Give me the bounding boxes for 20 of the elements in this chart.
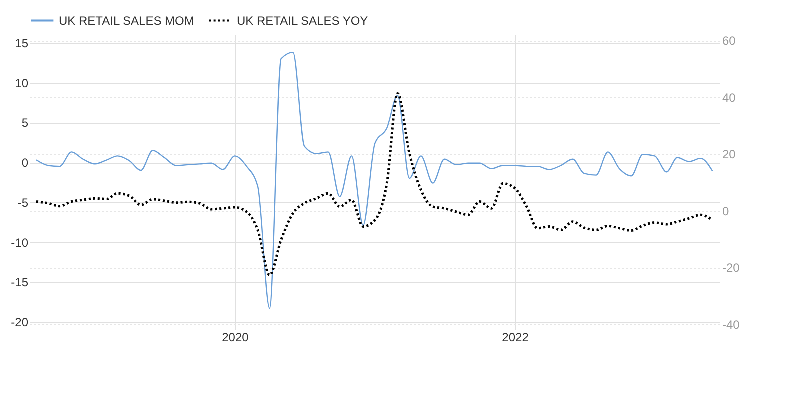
y2-tick-label: -40 [722, 318, 740, 332]
y2-tick-label: 40 [722, 90, 736, 105]
x-tick-label: 2020 [222, 330, 250, 344]
x-tick-label: 2022 [502, 330, 530, 344]
line-series [35, 92, 714, 277]
y-tick-label: 0 [22, 156, 29, 170]
y-tick-label: -20 [11, 316, 29, 330]
y2-tick-label: -20 [722, 261, 740, 276]
y-tick-label: -15 [11, 276, 29, 290]
y-tick-label: 5 [22, 116, 29, 130]
y2-tick-label: 20 [722, 148, 736, 162]
y-tick-label: 15 [15, 36, 29, 50]
y2-tick-label: 60 [722, 34, 736, 48]
legend-label: UK RETAIL SALES MOM [59, 14, 194, 28]
y-tick-label: 10 [15, 76, 29, 90]
legend-label: UK RETAIL SALES YOY [237, 14, 368, 28]
y-tick-label: -10 [11, 236, 29, 250]
line-series [36, 52, 714, 310]
y-tick-label: -5 [18, 196, 29, 210]
y2-tick-label: 0 [722, 204, 730, 218]
